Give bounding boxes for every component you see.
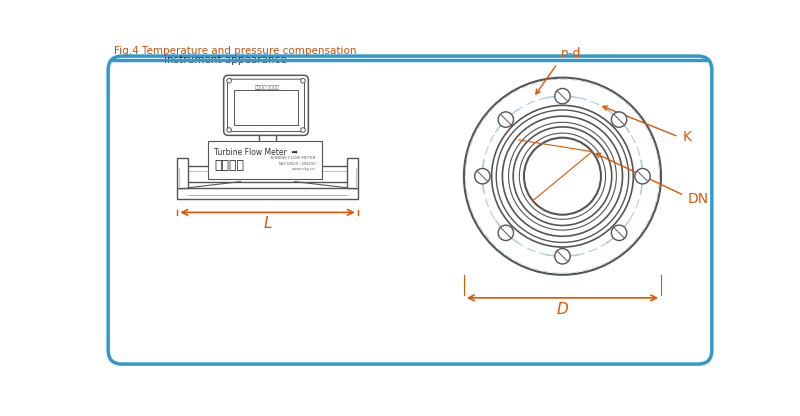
- Bar: [178, 188, 358, 198]
- Circle shape: [226, 128, 231, 132]
- FancyBboxPatch shape: [227, 79, 305, 131]
- FancyBboxPatch shape: [224, 75, 308, 135]
- Text: 电气体积流量仪表: 电气体积流量仪表: [255, 84, 280, 89]
- Circle shape: [635, 168, 650, 184]
- Text: ─────────────: ─────────────: [251, 89, 284, 93]
- Bar: [347, 158, 358, 188]
- Circle shape: [226, 78, 231, 83]
- Text: L: L: [263, 216, 272, 231]
- Text: NKY-DN25~DN200: NKY-DN25~DN200: [278, 161, 316, 166]
- Text: TURBINE FLOW METER: TURBINE FLOW METER: [270, 156, 316, 160]
- Text: instrument appearance: instrument appearance: [163, 55, 286, 65]
- Circle shape: [611, 225, 626, 240]
- Bar: [178, 158, 188, 188]
- Circle shape: [464, 78, 661, 275]
- Bar: [234, 90, 298, 125]
- Text: K: K: [682, 130, 691, 144]
- Circle shape: [498, 112, 514, 127]
- FancyBboxPatch shape: [108, 56, 712, 364]
- Bar: [208, 141, 322, 179]
- Circle shape: [301, 78, 306, 83]
- Text: DN: DN: [688, 192, 709, 206]
- Text: www.nky.cn: www.nky.cn: [292, 167, 316, 171]
- Text: D: D: [557, 302, 568, 317]
- Circle shape: [301, 128, 306, 132]
- Circle shape: [554, 249, 570, 264]
- Text: n-d: n-d: [561, 47, 582, 60]
- Circle shape: [611, 112, 626, 127]
- Text: Turbine Flow Meter  ➡: Turbine Flow Meter ➡: [214, 148, 298, 157]
- Circle shape: [474, 168, 490, 184]
- Circle shape: [554, 89, 570, 104]
- Circle shape: [498, 225, 514, 240]
- Text: 南控仪表: 南控仪表: [214, 159, 245, 172]
- Text: Fig.4 Temperature and pressure compensation: Fig.4 Temperature and pressure compensat…: [114, 46, 357, 56]
